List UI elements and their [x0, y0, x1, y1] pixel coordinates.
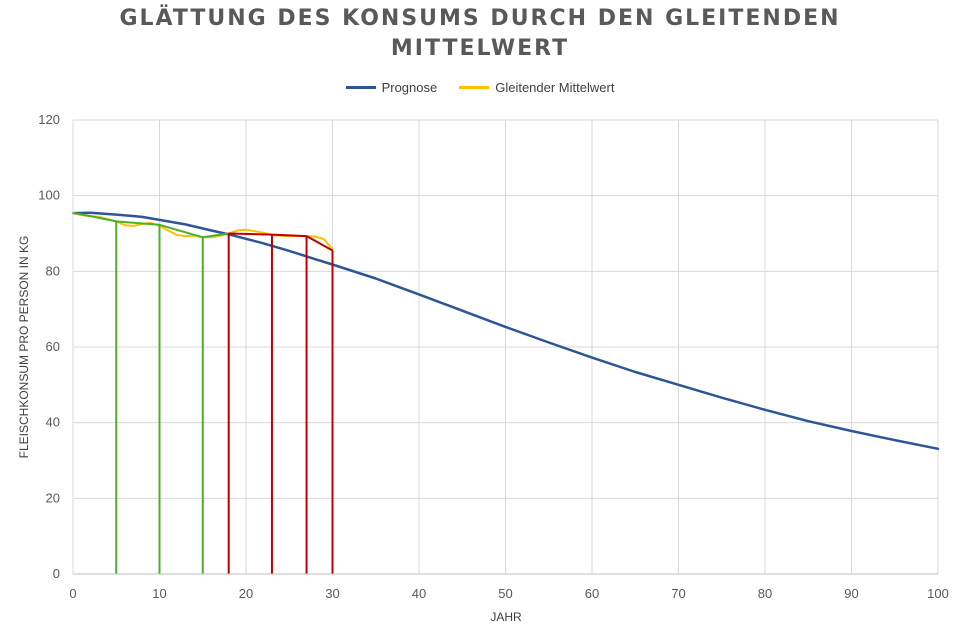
x-axis-title: JAHR	[490, 610, 522, 624]
legend-label-prognose: Prognose	[381, 80, 438, 95]
y-tick-label-40: 40	[46, 415, 60, 430]
overlay-layer	[72, 211, 334, 574]
chart-title: GLÄTTUNG DES KONSUMS DURCH DEN GLEITENDE…	[0, 4, 960, 64]
x-tick-label-40: 40	[412, 586, 426, 601]
legend: Prognose Gleitender Mittelwert	[0, 80, 960, 95]
legend-entry-mittelwert: Gleitender Mittelwert	[459, 80, 614, 95]
chart-title-line-1: GLÄTTUNG DES KONSUMS DURCH DEN GLEITENDE…	[119, 6, 841, 31]
legend-label-mittelwert: Gleitender Mittelwert	[495, 80, 615, 95]
y-tick-label-120: 120	[38, 112, 60, 127]
grid-layer	[73, 119, 939, 574]
x-tick-label-80: 80	[758, 586, 772, 601]
legend-swatch-mittelwert	[459, 86, 490, 89]
x-tick-label-30: 30	[325, 586, 339, 601]
x-tick-label-100: 100	[927, 586, 949, 601]
y-tick-label-20: 20	[46, 490, 60, 505]
legend-entry-prognose: Prognose	[345, 80, 438, 95]
y-tick-label-60: 60	[46, 339, 60, 354]
y-tick-label-100: 100	[38, 188, 60, 203]
x-tick-label-60: 60	[585, 586, 599, 601]
y-axis-title: FLEISCHKONSUM PRO PERSON IN KG	[17, 236, 31, 459]
axis-layer: 0 20 40 60 80 100 120 0 10 20 30 40 50 60 70 80 90 100	[38, 112, 949, 601]
chart-title-line-2: MITTELWERT	[390, 36, 570, 61]
x-tick-label-90: 90	[844, 586, 858, 601]
x-tick-label-20: 20	[239, 586, 253, 601]
x-tick-label-70: 70	[671, 586, 685, 601]
y-tick-label-0: 0	[53, 566, 60, 581]
overlay-segment-2	[228, 232, 333, 252]
x-tick-label-10: 10	[152, 586, 166, 601]
series-line-prognose	[71, 211, 940, 451]
overlay-segment-1	[72, 211, 229, 239]
x-tick-label-0: 0	[69, 586, 76, 601]
y-tick-label-80: 80	[46, 263, 60, 278]
legend-swatch-prognose	[345, 86, 376, 89]
x-tick-label-50: 50	[498, 586, 512, 601]
